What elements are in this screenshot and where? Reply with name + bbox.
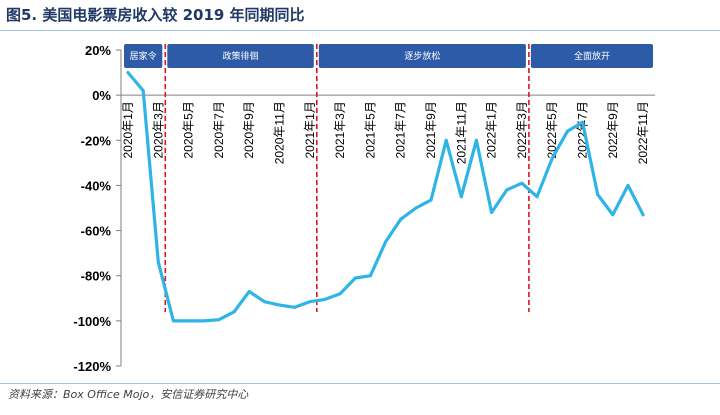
y-tick-label: -100% (73, 314, 111, 329)
figure-title: 图5. 美国电影票房收入较 2019 年同期同比 (6, 6, 305, 24)
x-tick-label: 2020年1月 (121, 101, 135, 158)
data-point (172, 319, 175, 323)
y-tick-label: -60% (81, 224, 112, 239)
data-point (323, 298, 327, 301)
data-point (187, 319, 191, 323)
x-tick-label: 2020年7月 (212, 101, 226, 158)
data-point (384, 240, 387, 244)
phase-label: 居家令 (130, 50, 157, 61)
data-point (308, 300, 312, 304)
y-tick-label: 20% (85, 43, 111, 58)
x-tick-label: 2021年1月 (303, 101, 317, 158)
data-point (293, 305, 297, 309)
data-point (459, 195, 463, 199)
x-tick-label: 2022年5月 (545, 101, 559, 158)
data-point (399, 217, 403, 221)
source-divider (0, 383, 720, 384)
data-point (141, 89, 145, 93)
data-point (444, 138, 448, 142)
data-point (565, 129, 569, 133)
data-point (369, 274, 372, 278)
y-tick-label: -20% (81, 133, 112, 148)
phase-box (124, 44, 163, 68)
x-tick-label: 2021年7月 (394, 101, 408, 158)
y-tick-label: 0% (92, 88, 111, 103)
data-point (520, 181, 524, 185)
x-tick-label: 2022年1月 (485, 101, 499, 158)
phase-box (318, 44, 526, 68)
data-point (641, 213, 645, 217)
data-point (505, 188, 509, 192)
phase-label: 全面放开 (574, 50, 610, 61)
phase-box (530, 44, 653, 68)
x-tick-label: 2021年9月 (424, 101, 438, 158)
x-tick-label: 2022年11月 (636, 101, 650, 164)
x-tick-label: 2022年3月 (515, 101, 529, 158)
data-point (126, 71, 130, 74)
data-point (475, 138, 478, 142)
data-point (550, 156, 554, 160)
data-point (278, 303, 281, 307)
y-tick-label: -40% (81, 178, 112, 193)
data-point (247, 290, 251, 293)
data-point (217, 318, 221, 322)
x-tick-label: 2022年9月 (606, 101, 620, 158)
data-point (202, 319, 206, 323)
x-tick-label: 2021年11月 (454, 101, 468, 164)
data-point (262, 300, 266, 304)
title-divider (0, 30, 720, 31)
x-tick-label: 2021年3月 (333, 101, 347, 158)
phase-label: 政策徘徊 (223, 50, 259, 61)
data-point (156, 260, 160, 264)
data-point (490, 211, 493, 214)
data-point (353, 276, 357, 280)
data-point (232, 310, 236, 314)
x-tick-label: 2020年3月 (151, 101, 165, 158)
data-point (429, 198, 433, 202)
source-note: 资料来源：Box Office Mojo，安信证券研究中心 (8, 388, 249, 401)
data-point (535, 195, 539, 199)
phase-label: 逐步放松 (404, 50, 440, 61)
x-tick-label: 2020年11月 (273, 101, 287, 164)
data-point (338, 292, 342, 296)
data-point (581, 120, 584, 124)
x-tick-label: 2021年5月 (363, 101, 377, 158)
x-tick-label: 2020年5月 (182, 101, 196, 158)
data-point (596, 193, 600, 196)
data-point (414, 206, 418, 210)
y-tick-label: -80% (81, 269, 112, 284)
data-point (611, 213, 615, 217)
y-tick-label: -120% (73, 359, 111, 374)
data-point (626, 184, 630, 187)
series-line (126, 70, 645, 323)
phase-box (167, 44, 314, 68)
x-tick-label: 2020年9月 (242, 101, 256, 158)
